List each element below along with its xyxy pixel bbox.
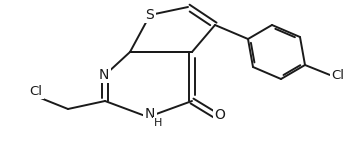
Text: N: N <box>145 107 155 121</box>
Text: H: H <box>154 118 162 128</box>
Text: S: S <box>146 8 154 22</box>
Text: O: O <box>215 108 225 122</box>
Text: Cl: Cl <box>332 69 344 81</box>
Text: Cl: Cl <box>30 85 43 97</box>
Text: N: N <box>99 68 109 82</box>
